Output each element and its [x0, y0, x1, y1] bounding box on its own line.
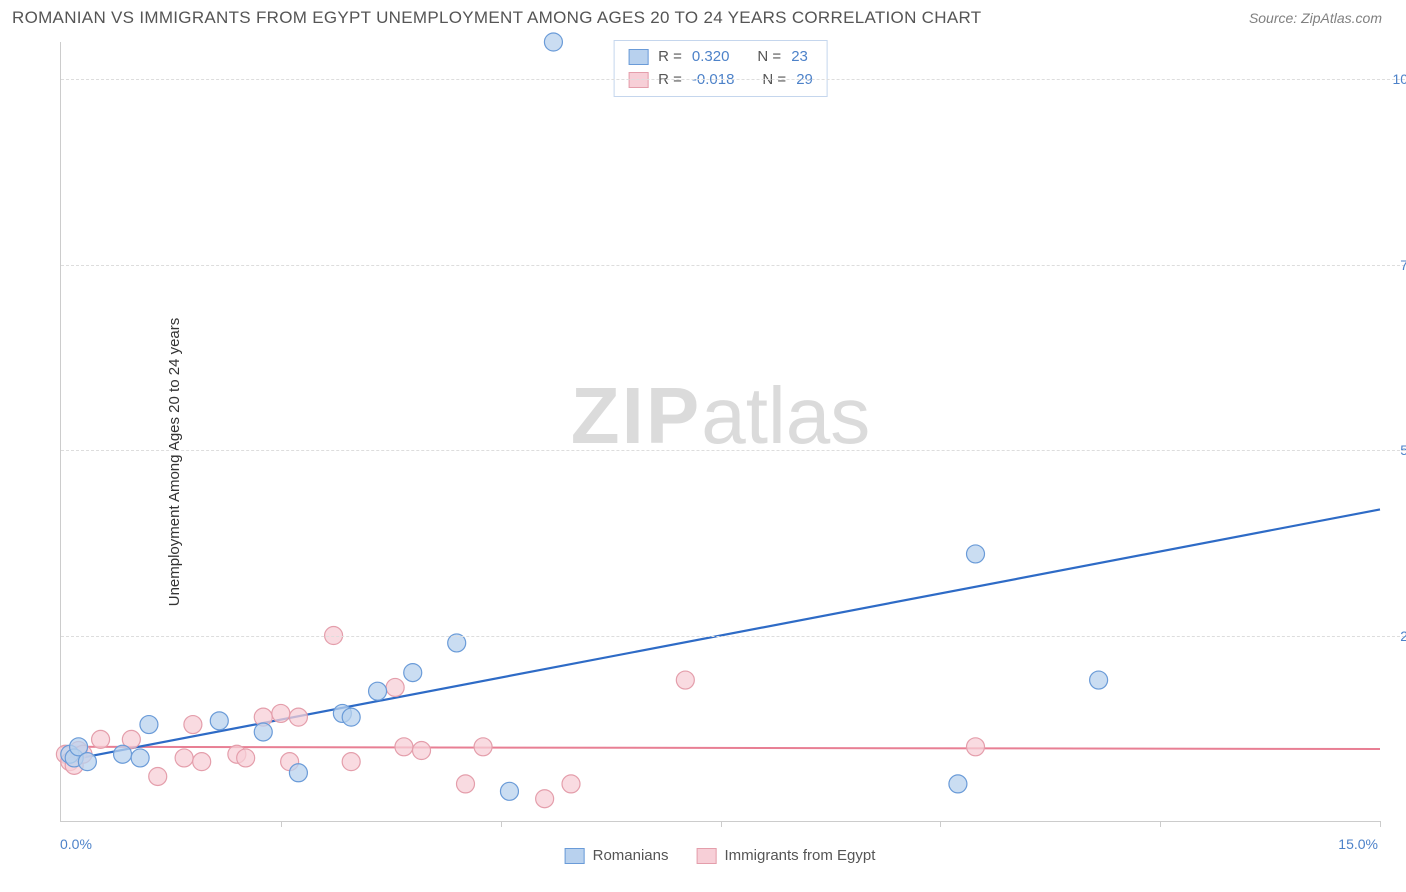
swatch-pink-icon: [697, 848, 717, 864]
data-point-pink: [92, 730, 110, 748]
n-value-blue: 23: [791, 46, 808, 69]
data-point-blue: [131, 749, 149, 767]
legend-item-blue: Romanians: [565, 847, 669, 864]
chart-area: Unemployment Among Ages 20 to 24 years Z…: [50, 42, 1390, 882]
legend-label-pink: Immigrants from Egypt: [725, 847, 876, 864]
data-point-blue: [254, 723, 272, 741]
correlation-row-blue: R = 0.320 N = 23: [628, 46, 813, 69]
ytick-label: 25.0%: [1400, 628, 1406, 644]
grid-line: [61, 265, 1406, 266]
data-point-pink: [184, 716, 202, 734]
xtick: [1380, 821, 1381, 827]
scatter-svg: [61, 42, 1380, 821]
r-value-blue: 0.320: [692, 46, 730, 69]
data-point-blue: [114, 745, 132, 763]
data-point-blue: [949, 775, 967, 793]
data-point-blue: [544, 33, 562, 51]
ytick-label: 50.0%: [1400, 442, 1406, 458]
data-point-blue: [967, 545, 985, 563]
data-point-pink: [413, 742, 431, 760]
data-point-pink: [967, 738, 985, 756]
swatch-blue-icon: [565, 848, 585, 864]
legend-item-pink: Immigrants from Egypt: [697, 847, 876, 864]
n-label: N =: [757, 46, 781, 69]
x-axis-min-label: 0.0%: [60, 836, 92, 852]
data-point-blue: [369, 682, 387, 700]
xtick: [721, 821, 722, 827]
ytick-label: 100.0%: [1393, 71, 1406, 87]
correlation-legend: R = 0.320 N = 23 R = -0.018 N = 29: [613, 40, 828, 97]
data-point-pink: [474, 738, 492, 756]
grid-line: [61, 79, 1406, 80]
grid-line: [61, 450, 1406, 451]
xtick: [501, 821, 502, 827]
grid-line: [61, 636, 1406, 637]
data-point-blue: [448, 634, 466, 652]
data-point-pink: [175, 749, 193, 767]
ytick-label: 75.0%: [1400, 257, 1406, 273]
xtick: [1160, 821, 1161, 827]
legend-label-blue: Romanians: [593, 847, 669, 864]
data-point-pink: [562, 775, 580, 793]
trend-line-pink: [61, 747, 1380, 749]
data-point-pink: [237, 749, 255, 767]
data-point-blue: [78, 753, 96, 771]
data-point-blue: [342, 708, 360, 726]
data-point-blue: [404, 664, 422, 682]
data-point-blue: [1090, 671, 1108, 689]
series-legend: Romanians Immigrants from Egypt: [565, 847, 876, 864]
data-point-pink: [289, 708, 307, 726]
chart-title: ROMANIAN VS IMMIGRANTS FROM EGYPT UNEMPL…: [12, 8, 981, 28]
data-point-blue: [210, 712, 228, 730]
data-point-blue: [140, 716, 158, 734]
data-point-pink: [149, 767, 167, 785]
data-point-pink: [395, 738, 413, 756]
data-point-pink: [342, 753, 360, 771]
data-point-pink: [536, 790, 554, 808]
source-label: Source: ZipAtlas.com: [1249, 10, 1382, 26]
plot-region: ZIPatlas R = 0.320 N = 23 R = -0.018 N =…: [60, 42, 1380, 822]
r-label: R =: [658, 46, 682, 69]
data-point-pink: [456, 775, 474, 793]
data-point-pink: [272, 704, 290, 722]
data-point-pink: [193, 753, 211, 771]
data-point-blue: [289, 764, 307, 782]
data-point-blue: [500, 782, 518, 800]
xtick: [940, 821, 941, 827]
x-axis-max-label: 15.0%: [1338, 836, 1378, 852]
xtick: [281, 821, 282, 827]
swatch-blue-icon: [628, 49, 648, 65]
data-point-pink: [676, 671, 694, 689]
data-point-pink: [386, 678, 404, 696]
